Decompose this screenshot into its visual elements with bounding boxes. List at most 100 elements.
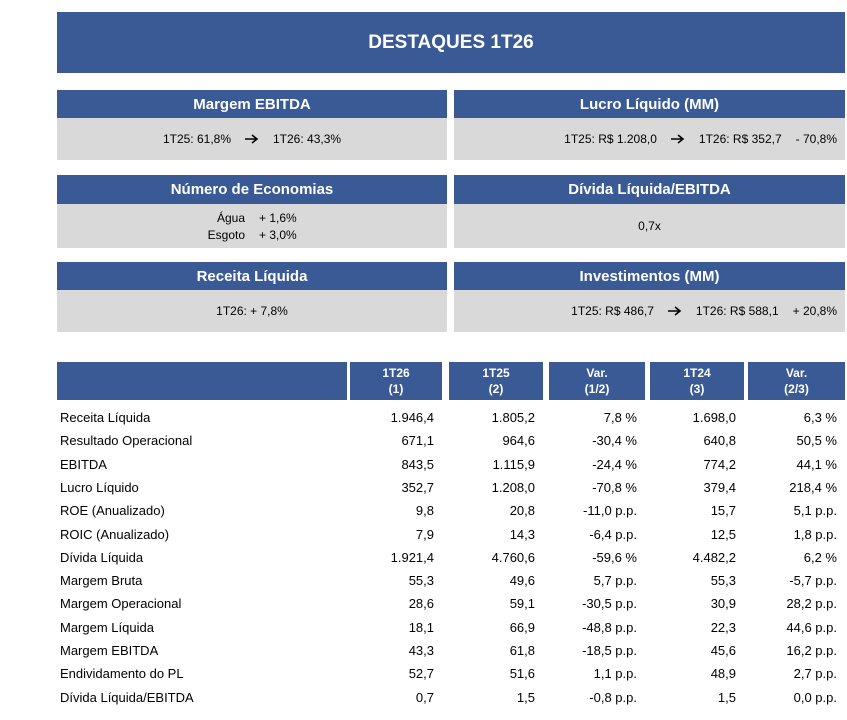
cell-value: 9,8 (415, 503, 434, 519)
table-row: Margem Bruta 55,3 49,6 5,7 p.p. 55,3 -5,7 p.p… (0, 573, 847, 596)
table-row: Dívida Líquida/EBITDA 0,7 1,5 -0,8 p.p. 1,5 0… (0, 690, 847, 713)
cell-value: 55,3 (710, 573, 736, 589)
cell-value: 1.921,4 (390, 549, 434, 565)
table-row: Resultado Operacional 671,1 964,6 -30,4 % 64… (0, 433, 847, 456)
cell-value: 379,4 (703, 479, 736, 495)
column-header-top: 1T26 (382, 366, 410, 380)
column-header-sub: (3) (689, 382, 705, 396)
row-label: Receita Líquida (60, 410, 151, 425)
cell-value: 671,1 (401, 433, 434, 449)
row-label: Margem EBITDA (60, 643, 159, 658)
cell-value: -24,4 % (592, 456, 637, 472)
cell-value: -11,0 p.p. (583, 503, 637, 519)
row-label: Dívida Líquida/EBITDA (60, 689, 194, 705)
cell-value: 51,6 (509, 666, 535, 682)
table-row: Margem Líquida 18,1 66,9 -48,8 p.p. 22,3 44,6… (0, 620, 847, 643)
column-header-sub: (1) (388, 382, 404, 396)
change-value: - 70,8% (795, 132, 837, 146)
item-value: + 3,0% (259, 227, 297, 242)
card-title: Investimentos (MM) (454, 262, 845, 290)
cell-value: 43,3 (408, 643, 434, 658)
column-header-sub: (2) (488, 382, 504, 396)
column-header-top: 1T25 (482, 366, 510, 380)
cell-value: 1.115,9 (492, 456, 535, 472)
arrow (667, 306, 682, 316)
item-value: + 1,6% (259, 210, 297, 225)
cell-value: 55,3 (408, 573, 434, 589)
cell-value: 218,4 % (789, 479, 837, 495)
card-body: 1T25: R$ 1.208,0 1T26: R$ 352,7 - 70,8% (454, 118, 845, 160)
cell-value: 48,9 (710, 666, 736, 682)
table-row: Receita Líquida 1.946,4 1.805,2 7,8 % 1.698,… (0, 410, 847, 433)
table-row: Margem Operacional 28,6 59,1 -30,5 p.p. 30,9… (0, 596, 847, 619)
item-row: Água + 1,6% (185, 211, 319, 225)
cell-value: 964,6 (502, 433, 535, 449)
card-text: 1T26: + 7,8% (216, 304, 288, 318)
cell-value: 1,5 (717, 689, 736, 705)
table-row: Lucro Líquido 352,7 1.208,0 -70,8 % 379,4 218… (0, 480, 847, 503)
cell-value: 5,1 p.p. (793, 503, 837, 519)
arrow (245, 134, 259, 144)
cell-value: 44,1 % (796, 456, 837, 472)
table-row: ROIC (Anualizado) 7,9 14,3 -6,4 p.p. 12,5 1,8… (0, 527, 847, 550)
cell-value: 14,3 (509, 526, 535, 542)
card-body: 1T26: + 7,8% (57, 290, 447, 332)
cell-value: 5,7 p.p. (593, 573, 637, 589)
cell-value: 7,9 (415, 526, 434, 542)
cell-value: 1,5 (516, 689, 535, 705)
before-value: 1T25: R$ 486,7 (571, 304, 654, 318)
row-label: Lucro Líquido (60, 479, 139, 495)
arrow (670, 134, 685, 144)
item-row: Esgoto + 3,0% (185, 228, 319, 242)
column-header: 1T26 (1) (350, 362, 442, 400)
cell-value: 1.946,4 (390, 410, 434, 425)
cell-value: 16,2 p.p. (786, 643, 837, 658)
cell-value: 66,9 (509, 619, 535, 635)
card-title: Lucro Líquido (MM) (454, 90, 845, 118)
card-body: 1T25: R$ 486,7 1T26: R$ 588,1 + 20,8% (454, 290, 845, 332)
card-title: Receita Líquida (57, 262, 447, 290)
cell-value: 12,5 (710, 526, 736, 542)
column-header-top: Var. (785, 366, 808, 380)
card-title: Dívida Líquida/EBITDA (454, 175, 845, 204)
column-header: 1T24 (3) (650, 362, 744, 400)
cell-value: 4.760,6 (491, 549, 535, 565)
row-label: ROE (Anualizado) (60, 503, 165, 519)
cell-value: 22,3 (710, 619, 736, 635)
item-label: Esgoto (207, 227, 245, 242)
cell-value: 7,8 % (603, 410, 637, 425)
column-header-sub: (2/3) (784, 382, 809, 396)
row-label: Dívida Líquida (60, 549, 144, 565)
cell-value: -70,8 % (592, 479, 637, 495)
table-row: Margem EBITDA 43,3 61,8 -18,5 p.p. 45,6 16,2 … (0, 643, 847, 666)
after-value: 1T26: R$ 352,7 (698, 132, 782, 146)
row-label: EBITDA (60, 456, 107, 472)
cell-value: 2,7 p.p. (793, 666, 837, 682)
change-value: + 20,8% (792, 304, 837, 318)
card-body: 0,7x (454, 204, 845, 248)
table-row: ROE (Anualizado) 9,8 20,8 -11,0 p.p. 15,7 5,1… (0, 503, 847, 526)
cell-value: 6,3 % (803, 410, 837, 425)
cell-value: 6,2 % (803, 549, 837, 565)
column-header: Var. (2/3) (748, 362, 845, 400)
cell-value: 28,2 p.p. (786, 596, 837, 612)
card-body: Água + 1,6% Esgoto + 3,0% (57, 204, 447, 248)
cell-value: 59,1 (509, 596, 535, 612)
cell-value: 28,6 (408, 596, 434, 612)
before-value: 1T25: R$ 1.208,0 (564, 132, 657, 146)
cell-value: -5,7 p.p. (789, 573, 837, 589)
column-header: Var. (1/2) (549, 362, 645, 400)
cell-value: 1.208,0 (491, 479, 535, 495)
cell-value: 45,6 (710, 643, 736, 658)
after-value: 1T26: 43,3% (273, 132, 342, 146)
page-title: DESTAQUES 1T26 (57, 12, 845, 73)
cell-value: -0,8 p.p. (589, 689, 637, 705)
cell-value: 774,2 (703, 456, 736, 472)
cell-value: 1.698,0 (692, 410, 736, 425)
cell-value: 1,8 p.p. (793, 526, 837, 542)
row-label: Margem Bruta (60, 573, 143, 589)
cell-value: -18,5 p.p. (582, 643, 637, 658)
row-label: Margem Operacional (60, 596, 182, 612)
cell-value: 50,5 % (796, 433, 837, 449)
cell-value: -59,6 % (592, 549, 637, 565)
